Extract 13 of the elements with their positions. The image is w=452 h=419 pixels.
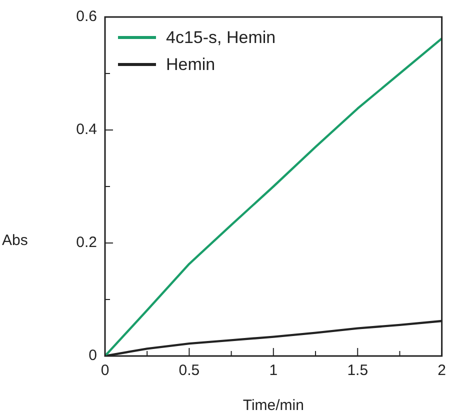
y-tick-label: 0	[88, 347, 97, 364]
x-tick-label: 0	[100, 362, 110, 380]
y-tick-label: 0.4	[76, 121, 97, 138]
y-axis-title: Abs	[2, 232, 28, 249]
y-tick-label: 0.2	[76, 234, 97, 252]
y-tick-label: 0.6	[76, 8, 97, 26]
x-tick-label: 1	[269, 362, 278, 380]
x-tick-label: 1.5	[347, 362, 368, 380]
x-axis-title: Time/min	[242, 397, 304, 414]
legend-label: Hemin	[166, 54, 216, 74]
x-tick-label: 0.5	[178, 362, 200, 380]
legend-label: 4c15-s, Hemin	[166, 28, 276, 48]
x-tick-label: 2	[438, 362, 446, 380]
